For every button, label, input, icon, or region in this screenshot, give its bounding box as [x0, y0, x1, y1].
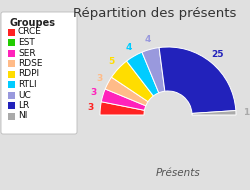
Wedge shape	[126, 52, 159, 96]
Bar	[8, 81, 15, 88]
Text: UC: UC	[18, 90, 31, 100]
Wedge shape	[142, 48, 165, 93]
Text: 3: 3	[90, 88, 96, 97]
Text: NI: NI	[18, 112, 28, 120]
Bar	[8, 39, 15, 46]
Text: 5: 5	[108, 57, 114, 66]
Text: Répartition des présents: Répartition des présents	[73, 7, 237, 20]
Text: 3: 3	[87, 103, 94, 112]
Text: LR: LR	[18, 101, 29, 110]
Text: EST: EST	[18, 38, 35, 47]
Wedge shape	[105, 77, 148, 106]
Bar	[8, 50, 15, 56]
Text: Présents: Présents	[156, 168, 200, 178]
Bar	[8, 92, 15, 98]
Wedge shape	[101, 89, 146, 110]
Wedge shape	[159, 47, 236, 113]
Text: SER: SER	[18, 48, 36, 58]
Bar	[8, 28, 15, 36]
Text: 1: 1	[243, 108, 249, 117]
Text: RDSE: RDSE	[18, 59, 42, 68]
Text: RDPI: RDPI	[18, 70, 39, 78]
Bar	[8, 102, 15, 109]
Text: 4: 4	[144, 35, 151, 44]
Wedge shape	[112, 61, 154, 102]
FancyBboxPatch shape	[1, 12, 77, 134]
Text: Groupes: Groupes	[9, 18, 55, 28]
Text: 4: 4	[126, 43, 132, 52]
Text: 25: 25	[211, 50, 224, 59]
Wedge shape	[192, 111, 236, 115]
Bar	[8, 112, 15, 120]
Bar	[8, 60, 15, 67]
Text: RTLI: RTLI	[18, 80, 36, 89]
Wedge shape	[100, 102, 144, 115]
Text: CRCE: CRCE	[18, 28, 42, 36]
Bar	[8, 70, 15, 78]
Text: 3: 3	[96, 74, 102, 83]
